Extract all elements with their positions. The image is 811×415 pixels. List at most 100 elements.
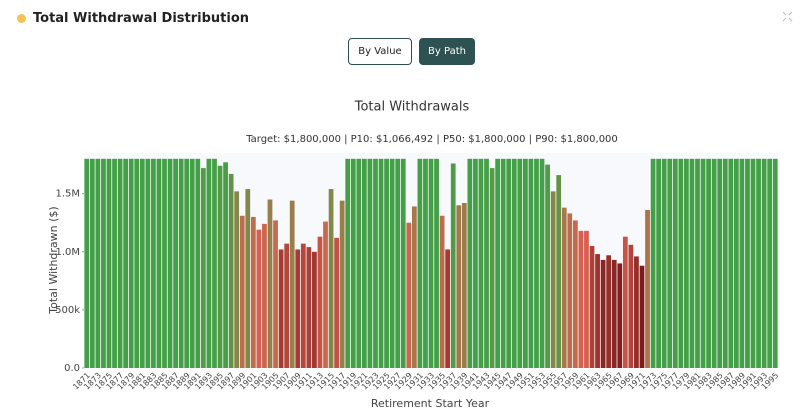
bar (300, 243, 306, 368)
bar (400, 158, 406, 368)
bar (428, 158, 434, 368)
bar (478, 158, 484, 368)
bar (722, 158, 728, 368)
bar (556, 175, 562, 368)
bar (473, 158, 478, 368)
bar (156, 158, 162, 368)
bar (622, 236, 628, 368)
bar (162, 158, 167, 368)
bar (628, 244, 634, 368)
bar (101, 158, 106, 368)
button[interactable]: By Value (348, 38, 412, 65)
bar (339, 200, 345, 368)
bar (550, 191, 556, 368)
bar (711, 158, 717, 368)
bar (295, 249, 301, 368)
bar (733, 158, 739, 368)
bar (373, 158, 378, 368)
bar (661, 158, 667, 368)
bar (645, 209, 650, 368)
bar (745, 158, 750, 368)
bar (389, 158, 395, 368)
expand-icon[interactable] (782, 11, 793, 22)
bar (328, 189, 334, 368)
bar (611, 259, 617, 368)
bar (639, 265, 645, 368)
bar (167, 158, 173, 368)
bar (262, 223, 267, 368)
bar (617, 263, 623, 368)
bar (206, 158, 212, 368)
bar (700, 158, 706, 368)
bar (95, 158, 101, 368)
bar (434, 158, 439, 368)
bar (528, 158, 534, 368)
bar (306, 247, 312, 368)
bar (317, 236, 323, 368)
bar (739, 158, 745, 368)
bar (84, 158, 90, 368)
bar (450, 163, 456, 368)
bar (151, 158, 156, 368)
bar (761, 158, 767, 368)
y-tick-label: 1.0M (55, 247, 80, 258)
bar (495, 158, 500, 368)
bar (134, 158, 140, 368)
bar (200, 168, 206, 368)
chart-title: Total Withdrawals (354, 100, 470, 115)
bar (345, 158, 351, 368)
bar (411, 206, 417, 368)
bar (717, 158, 723, 368)
bar (678, 158, 684, 368)
bar (689, 158, 695, 368)
bar (256, 229, 262, 368)
bar (406, 222, 412, 368)
y-axis-label: Total Withdrawn ($) (47, 206, 60, 314)
bar (534, 158, 539, 368)
bar (139, 158, 145, 368)
bar (234, 191, 240, 368)
bar (417, 158, 423, 368)
bar (572, 220, 578, 368)
bar (650, 158, 656, 368)
bar (217, 165, 223, 368)
bar (489, 168, 495, 368)
bar (684, 158, 689, 368)
bar (284, 243, 290, 368)
y-tick-label: 1.5M (55, 189, 80, 200)
bar (517, 158, 523, 368)
status-dot (17, 14, 26, 23)
bar (423, 158, 428, 368)
bar (561, 207, 567, 368)
chart-subtitle: Target: $1,800,000 | P10: $1,066,492 | P… (245, 134, 618, 145)
bar (656, 158, 662, 368)
bar (578, 230, 584, 368)
bar (367, 158, 373, 368)
bar (511, 158, 517, 368)
bar (695, 158, 700, 368)
bar (356, 158, 362, 368)
y-tick-label: 500k (55, 305, 80, 316)
bar (706, 158, 711, 368)
bar (117, 158, 123, 368)
bar (456, 205, 462, 368)
bar (334, 237, 339, 368)
bar (589, 245, 595, 368)
bar (350, 158, 356, 368)
bar (545, 164, 550, 368)
x-axis-label: Retirement Start Year (371, 397, 490, 410)
bar (584, 230, 589, 368)
button[interactable]: By Path (419, 38, 475, 65)
bar (672, 158, 678, 368)
bar (145, 158, 151, 368)
bar (112, 158, 117, 368)
bar (239, 215, 245, 368)
bar (395, 158, 401, 368)
bar (273, 220, 278, 368)
bar (312, 251, 317, 368)
bar (767, 158, 773, 368)
bar (634, 256, 639, 368)
bar (506, 158, 512, 368)
